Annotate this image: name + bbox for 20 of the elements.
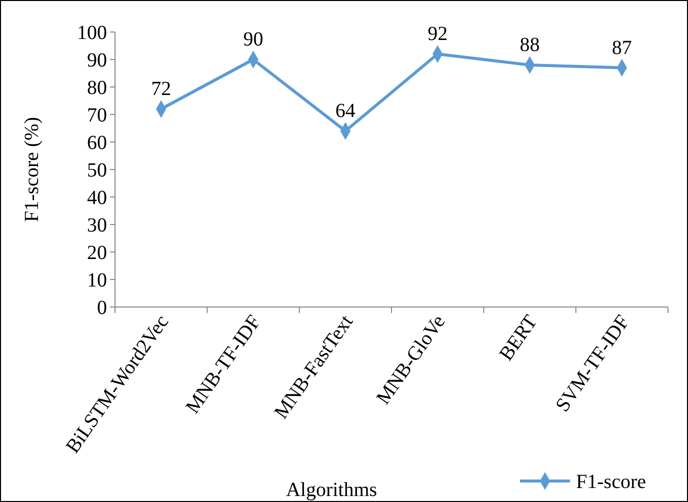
legend-label: F1-score [576, 471, 646, 493]
data-label: 92 [428, 23, 448, 45]
data-label: 90 [243, 28, 264, 50]
x-axis-title: Algorithms [286, 479, 378, 501]
y-tick-label: 50 [87, 160, 107, 182]
y-axis-title: F1-score (%) [21, 117, 43, 222]
y-tick-label: 40 [87, 187, 107, 209]
data-label: 72 [151, 78, 172, 100]
y-tick-label: 100 [77, 22, 107, 44]
y-tick-label: 60 [87, 132, 107, 154]
data-label: 87 [612, 36, 632, 59]
y-tick-label: 80 [87, 77, 107, 99]
y-tick-label: 20 [87, 242, 107, 264]
y-tick-label: 90 [87, 50, 107, 72]
y-tick-label: 10 [87, 270, 107, 292]
y-tick-label: 70 [87, 104, 107, 126]
y-tick-label: 0 [97, 297, 107, 319]
data-label: 88 [520, 34, 540, 56]
y-tick-label: 30 [87, 214, 107, 236]
data-label: 64 [335, 100, 356, 122]
